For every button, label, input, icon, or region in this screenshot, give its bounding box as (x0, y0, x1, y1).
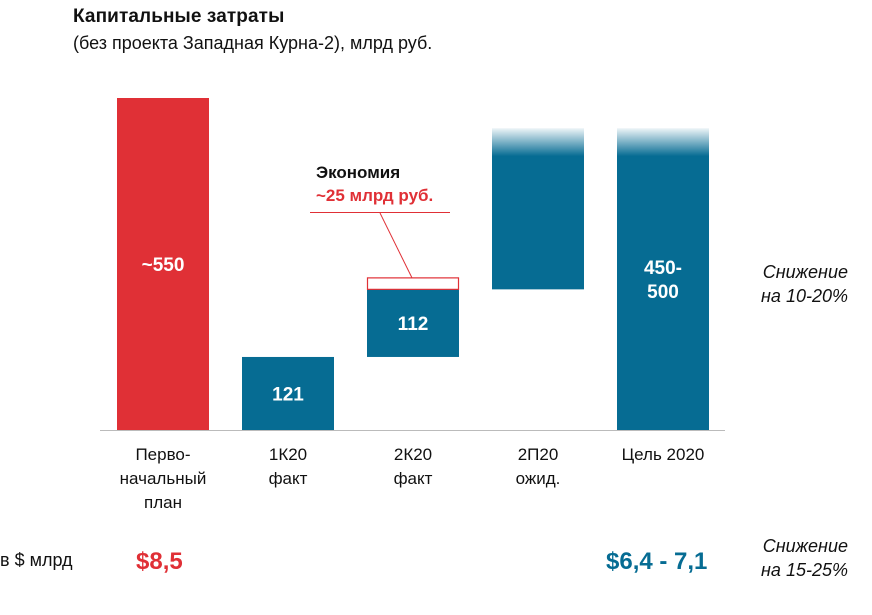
bar-3 (367, 289, 459, 357)
annotation-leader (379, 212, 413, 279)
reduction-usd-line1: Снижение (762, 536, 848, 556)
category-label-3: факт (394, 469, 433, 488)
category-label-2: 1К20 (269, 445, 307, 464)
annotation-title: Экономия (316, 163, 400, 182)
bar-value-label-5: 500 (647, 282, 679, 303)
usd-target-value: $6,4 - 7,1 (606, 548, 708, 575)
reduction-rub-line1: Снижение (762, 262, 848, 282)
usd-row-label: в $ млрд (0, 550, 73, 570)
savings-box (366, 277, 460, 290)
bar-1 (117, 98, 209, 430)
reduction-rub-note: Снижение на 10-20% (700, 260, 848, 308)
bar-value-label-2: 121 (272, 384, 304, 405)
bar-5 (617, 128, 709, 430)
bar-2 (242, 356, 334, 430)
chart-title: Капитальные затраты (73, 6, 285, 27)
bar-value-label-5: 450- (644, 258, 682, 279)
category-label-3: 2К20 (394, 445, 432, 464)
chart-subtitle: (без проекта Западная Курна-2), млрд руб… (73, 33, 433, 53)
reduction-rub-line2: на 10-20% (761, 286, 848, 306)
category-label-1: начальный (120, 469, 207, 488)
category-label-4: ожид. (516, 469, 561, 488)
bar-fade-4 (491, 126, 585, 157)
reduction-usd-note: Снижение на 15-25% (700, 534, 848, 582)
usd-initial-value: $8,5 (136, 548, 183, 575)
bar-value-label-3: 112 (398, 314, 429, 335)
reduction-usd-line2: на 15-25% (761, 560, 848, 580)
category-label-5: Цель 2020 (622, 445, 705, 464)
category-label-1: план (144, 493, 182, 512)
bar-fade-5 (616, 126, 710, 157)
category-label-1: Перво- (135, 445, 190, 464)
annotation-value: ~25 млрд руб. (316, 186, 433, 205)
category-label-2: факт (269, 469, 308, 488)
category-label-4: 2П20 (518, 445, 559, 464)
bar-value-label-1: ~550 (142, 255, 185, 276)
